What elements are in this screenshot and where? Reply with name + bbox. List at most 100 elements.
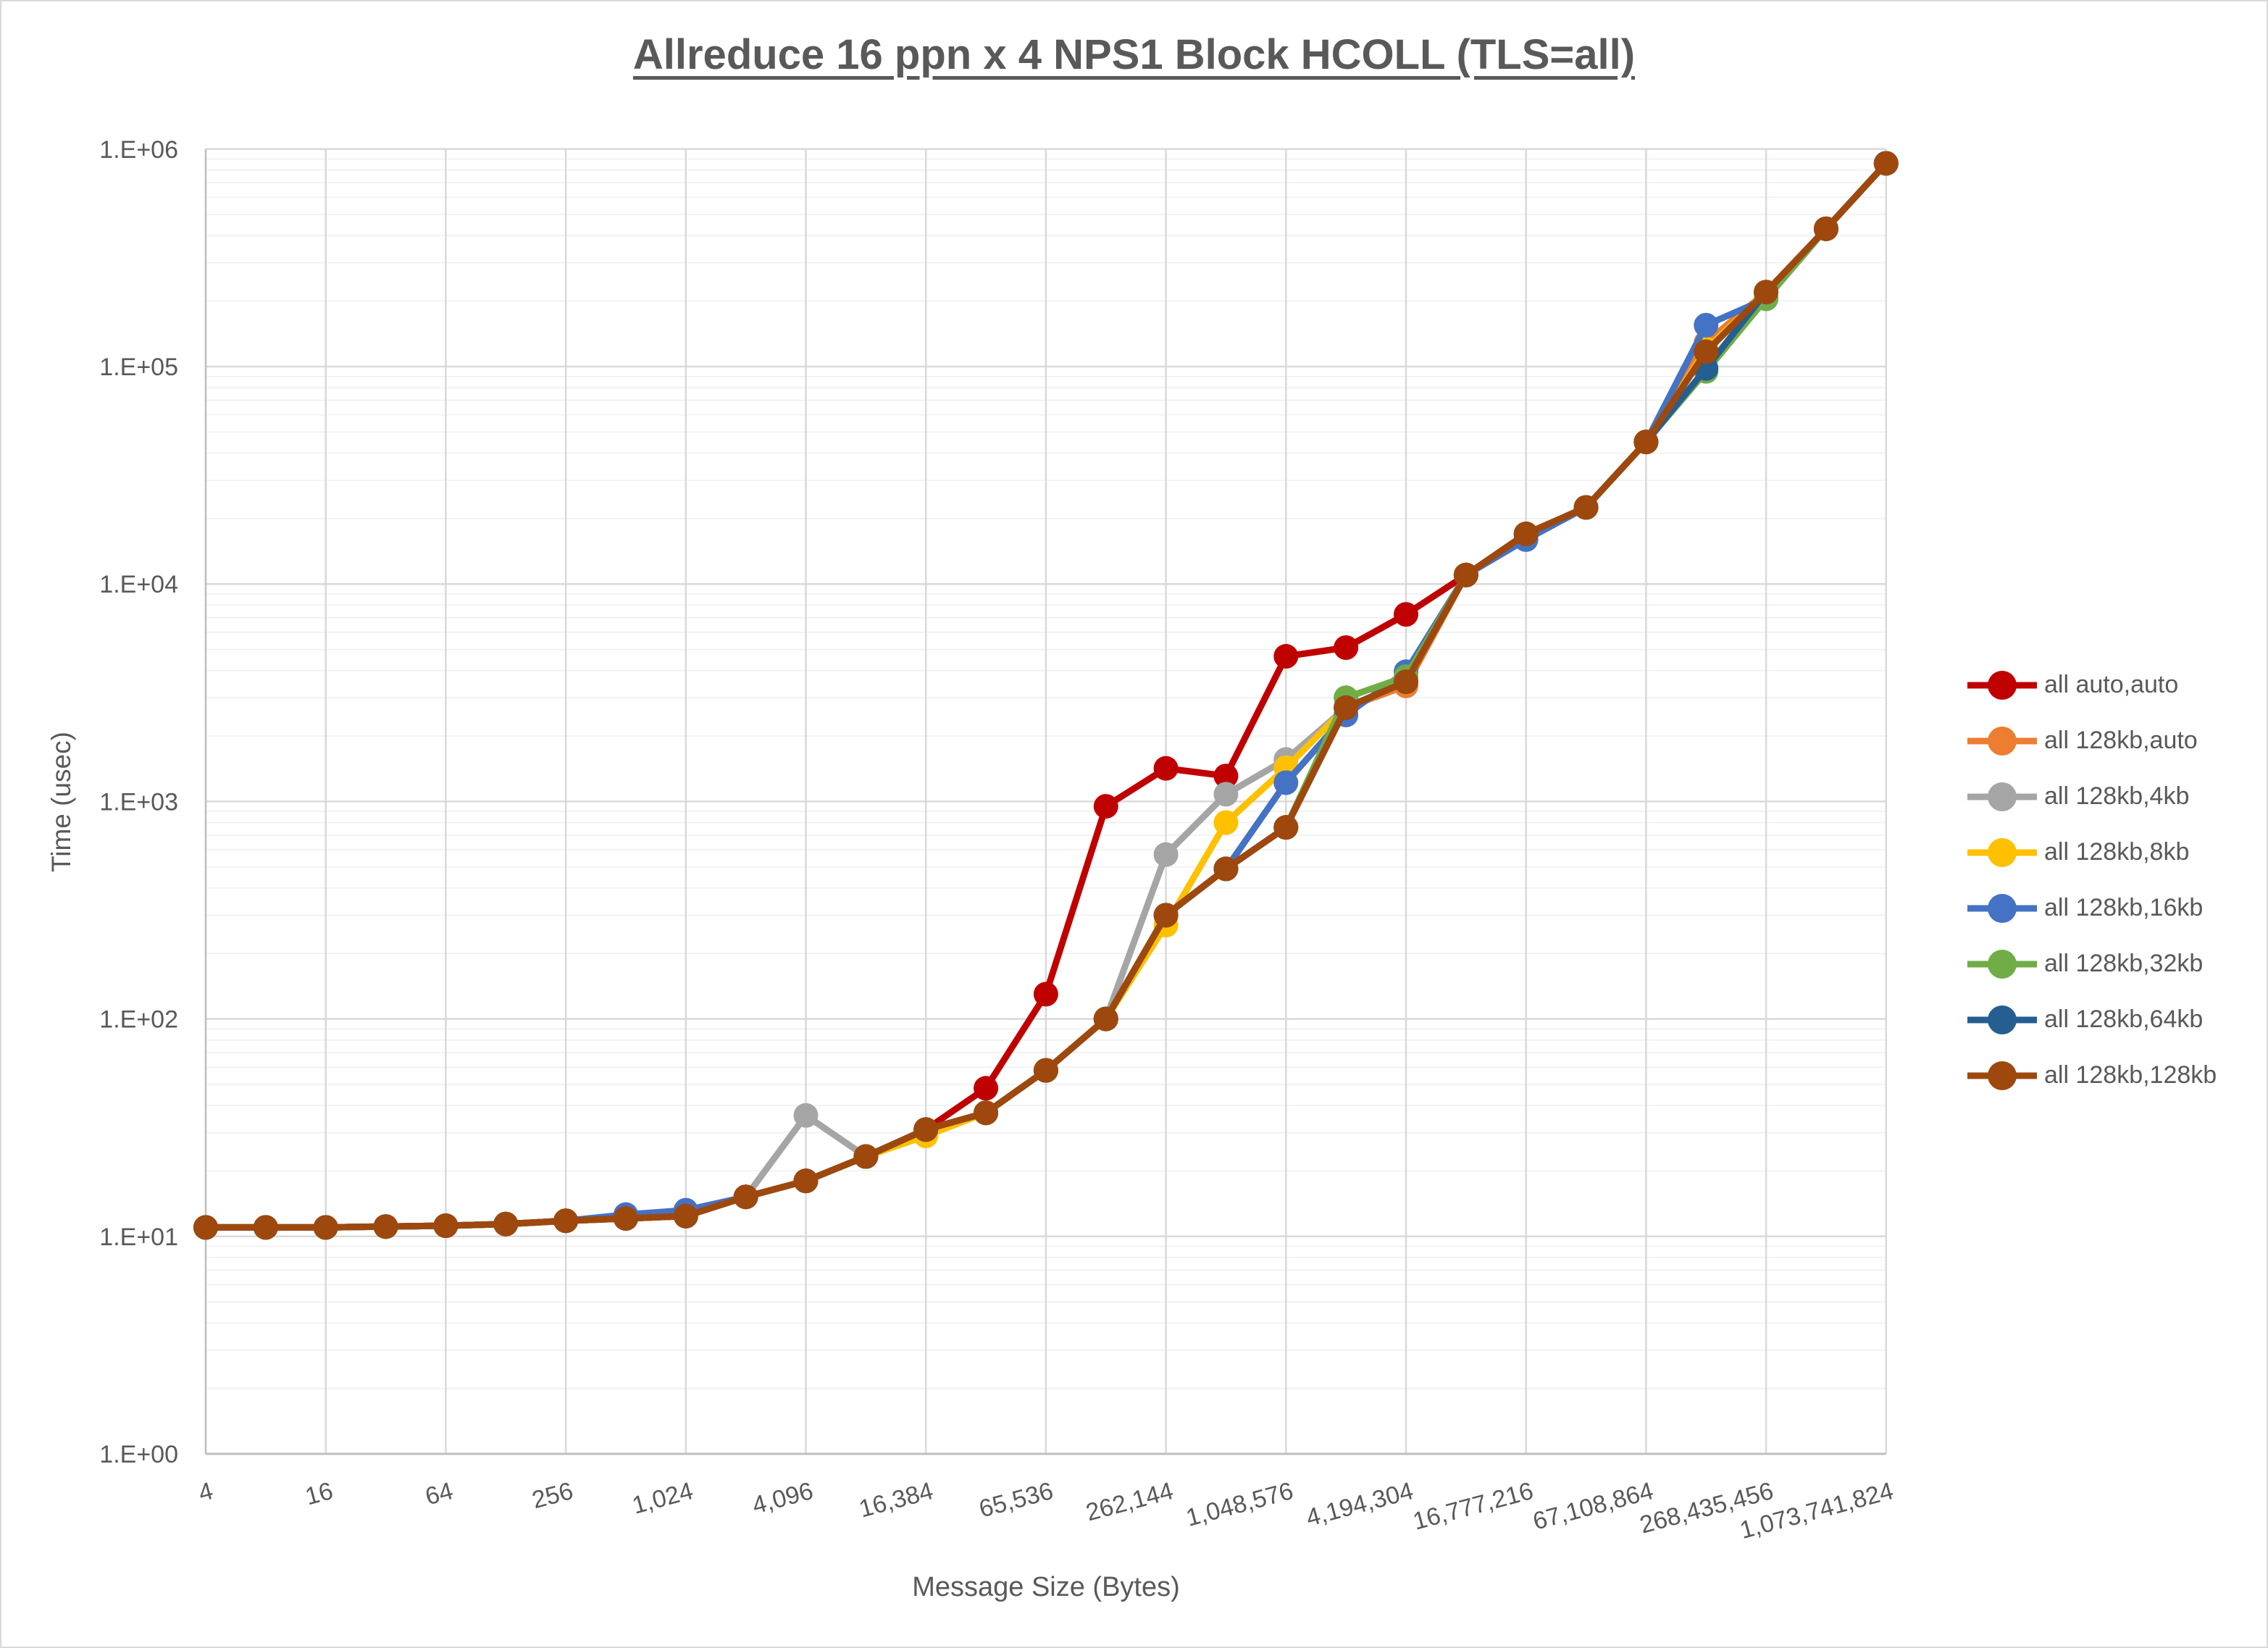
data-point [1213, 764, 1239, 789]
x-tick-label: 67,108,864 [1530, 1477, 1656, 1536]
legend-marker [1988, 1005, 2017, 1034]
x-tick-label: 256 [530, 1477, 577, 1514]
data-point [1394, 669, 1418, 695]
legend-swatch [1967, 1005, 2037, 1034]
legend-marker [1988, 1061, 2017, 1090]
legend-marker [1988, 782, 2017, 811]
legend-marker [1988, 949, 2017, 979]
data-point [1754, 280, 1779, 305]
data-point [553, 1208, 579, 1234]
data-point [1213, 856, 1239, 882]
legend-marker [1988, 837, 2017, 867]
x-tick-label: 16 [302, 1477, 335, 1510]
x-tick-label: 1,024 [629, 1477, 696, 1520]
x-tick-label: 1,048,576 [1183, 1477, 1296, 1532]
series-all-128kb-128kb [193, 151, 1899, 1240]
data-point [1694, 312, 1719, 338]
legend-label: all 128kb,32kb [2044, 950, 2204, 977]
data-point [853, 1144, 879, 1169]
data-point [793, 1103, 819, 1128]
data-point [974, 1076, 999, 1101]
legend-item-all-128kb-8kb: all 128kb,8kb [1966, 824, 2217, 880]
legend-item-all-128kb-16kb: all 128kb,16kb [1966, 880, 2217, 936]
data-point [1453, 562, 1478, 587]
data-point [913, 1117, 939, 1142]
legend-item-all-128kb-32kb: all 128kb,32kb [1966, 936, 2217, 992]
x-tick-label: 16,384 [856, 1477, 936, 1523]
legend-label: all 128kb,64kb [2044, 1005, 2204, 1033]
legend-label: all 128kb,auto [2044, 727, 2198, 754]
data-point [1153, 842, 1179, 867]
legend-swatch [1967, 893, 2037, 923]
y-tick-label: 1.E+05 [99, 354, 178, 381]
legend-swatch [1967, 782, 2037, 811]
data-point [1213, 782, 1239, 807]
y-tick-label: 1.E+02 [99, 1006, 178, 1034]
data-point [1093, 1006, 1118, 1032]
legend-label: all 128kb,128kb [2044, 1061, 2217, 1089]
chart-title-text: Allreduce 16 ppn x 4 NPS1 Block HCOLL (T… [632, 31, 1636, 78]
data-point [1633, 430, 1659, 455]
x-tick-label: 4,194,304 [1303, 1477, 1416, 1532]
y-tick-label: 1.E+01 [99, 1224, 178, 1251]
legend-item-all-128kb-4kb: all 128kb,4kb [1966, 769, 2217, 824]
data-point [1813, 216, 1838, 241]
x-tick-label: 262,144 [1083, 1477, 1176, 1527]
data-point [974, 1100, 999, 1126]
data-point [1394, 602, 1418, 627]
data-point [1334, 635, 1359, 660]
legend-marker [1988, 670, 2017, 700]
data-point [1153, 903, 1179, 928]
legend-label: all 128kb,16kb [2044, 894, 2204, 921]
legend-swatch [1967, 726, 2037, 756]
data-point [1334, 695, 1359, 720]
data-point [1873, 151, 1899, 176]
data-point [1273, 815, 1299, 840]
data-point [1033, 1058, 1058, 1083]
legend-label: all auto,auto [2044, 671, 2179, 698]
y-tick-label: 1.E+03 [99, 788, 178, 816]
x-tick-label: 65,536 [976, 1477, 1056, 1523]
data-point [733, 1184, 758, 1210]
y-tick-label: 1.E+00 [99, 1441, 178, 1468]
data-point [793, 1168, 819, 1194]
data-point [613, 1205, 638, 1231]
legend: all auto,auto all 128kb,auto all 128kb,4kb… [1966, 657, 2217, 1103]
legend-marker [1988, 893, 2017, 923]
legend-item-all-128kb-128kb: all 128kb,128kb [1966, 1047, 2217, 1103]
data-point [1273, 770, 1299, 795]
legend-label: all 128kb,4kb [2044, 782, 2190, 810]
y-axis-title: Time (usec) [46, 732, 76, 872]
data-point [433, 1213, 459, 1239]
data-point [673, 1203, 698, 1229]
y-tick-label: 1.E+06 [99, 136, 178, 164]
legend-item-all-128kb-auto: all 128kb,auto [1966, 713, 2217, 769]
legend-item-all-128kb-64kb: all 128kb,64kb [1966, 992, 2217, 1047]
data-point [1513, 522, 1539, 547]
legend-item-all-auto-auto: all auto,auto [1966, 657, 2217, 713]
data-point [313, 1215, 338, 1240]
data-point [1213, 810, 1239, 835]
y-tick-label: 1.E+04 [99, 571, 178, 598]
data-point [1573, 495, 1599, 520]
legend-swatch [1967, 949, 2037, 979]
x-tick-label: 64 [422, 1477, 456, 1510]
data-point [1033, 982, 1058, 1007]
legend-swatch [1967, 837, 2037, 867]
data-point [373, 1214, 398, 1239]
data-point [493, 1211, 519, 1237]
data-point [1153, 756, 1179, 781]
x-tick-label: 4,096 [750, 1477, 816, 1520]
legend-swatch [1967, 670, 2037, 700]
data-point [253, 1215, 278, 1240]
chart-title: Allreduce 16 ppn x 4 NPS1 Block HCOLL (T… [1, 30, 2267, 79]
data-point [1093, 794, 1118, 819]
data-point [1694, 339, 1719, 364]
legend-label: all 128kb,8kb [2044, 838, 2190, 866]
legend-marker [1988, 726, 2017, 756]
x-axis-title: Message Size (Bytes) [912, 1572, 1180, 1602]
data-point [1273, 644, 1299, 669]
data-point [193, 1215, 218, 1240]
